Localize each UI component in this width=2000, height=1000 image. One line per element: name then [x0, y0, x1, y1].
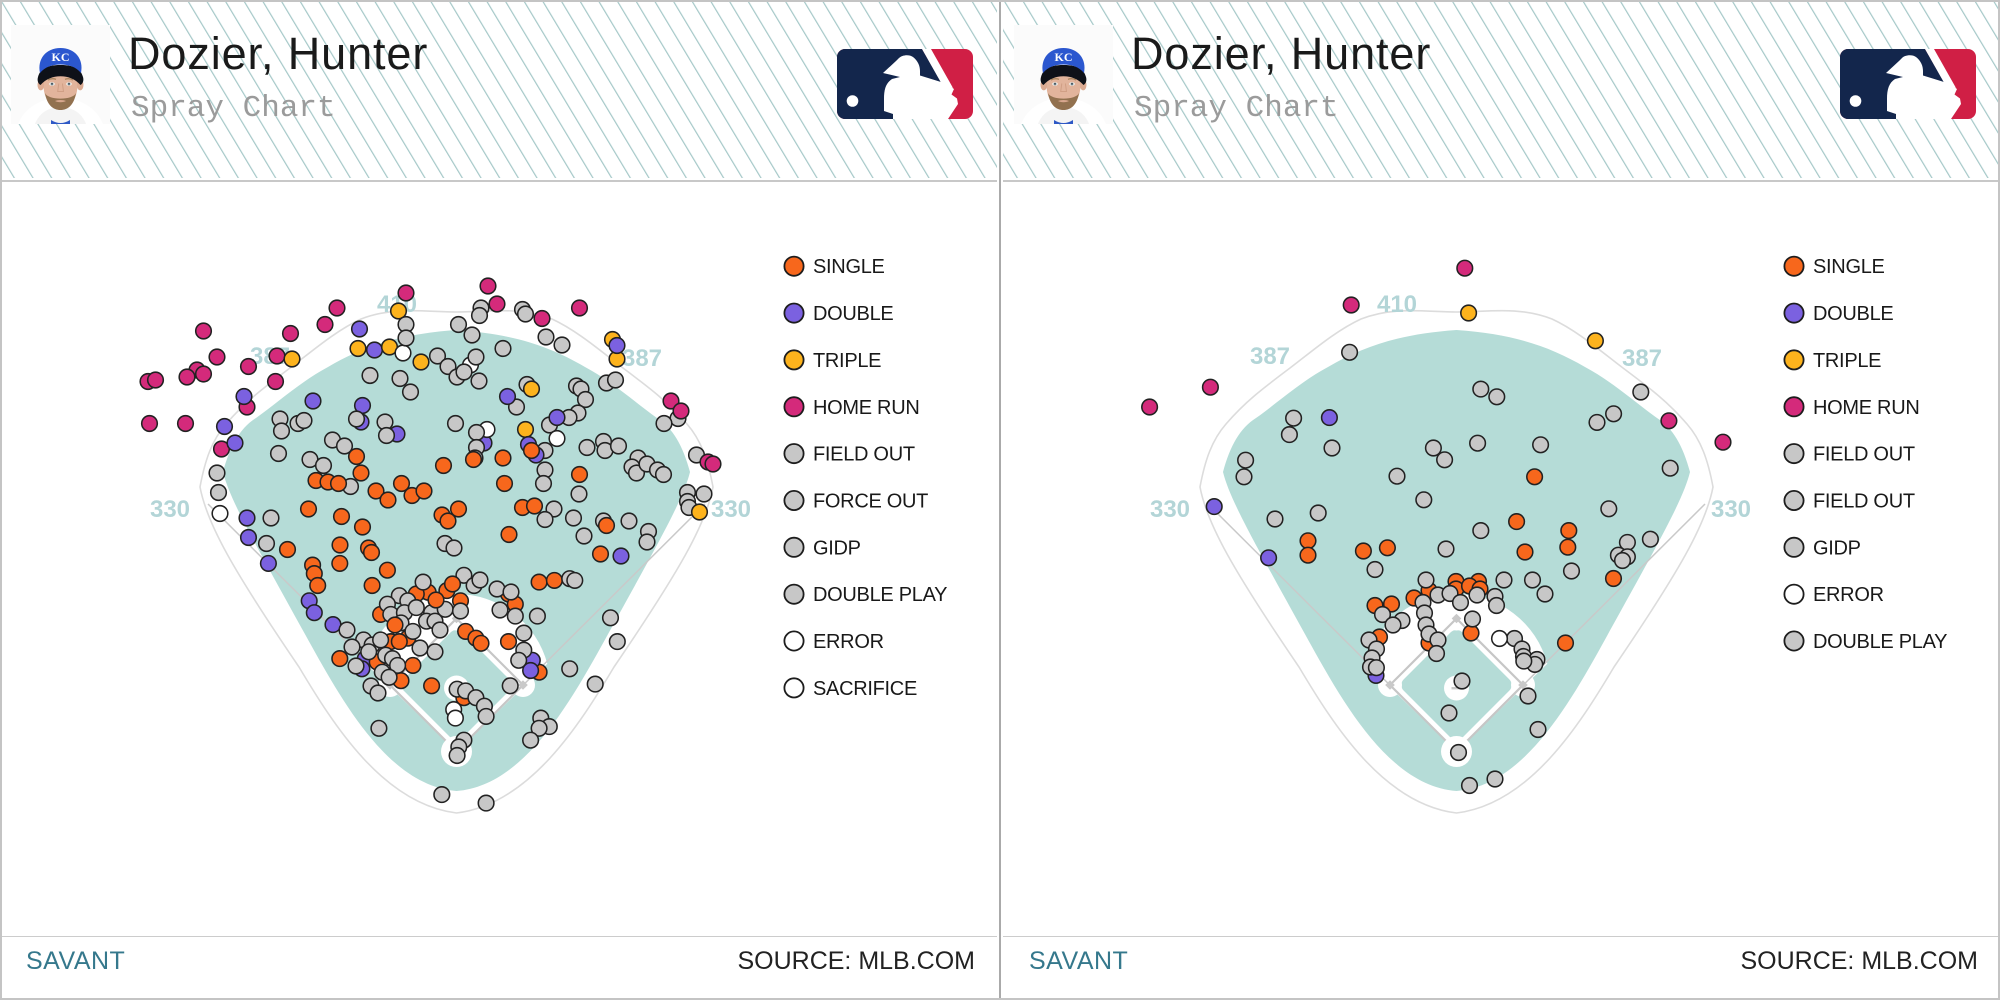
svg-text:DOUBLE PLAY: DOUBLE PLAY	[1813, 631, 1947, 653]
svg-text:DOUBLE PLAY: DOUBLE PLAY	[813, 584, 947, 606]
svg-text:DOUBLE: DOUBLE	[813, 303, 893, 325]
svg-text:SINGLE: SINGLE	[1813, 256, 1885, 278]
svg-text:330: 330	[150, 496, 190, 523]
svg-text:ERROR: ERROR	[1813, 584, 1884, 606]
svg-text:330: 330	[1711, 496, 1751, 523]
svg-text:GIDP: GIDP	[1813, 537, 1861, 559]
svg-text:HOME RUN: HOME RUN	[813, 397, 920, 419]
svg-text:FORCE OUT: FORCE OUT	[813, 491, 928, 513]
svg-text:TRIPLE: TRIPLE	[813, 350, 881, 372]
svg-text:330: 330	[1150, 496, 1190, 523]
svg-text:410: 410	[1377, 291, 1417, 318]
svg-text:FIELD OUT: FIELD OUT	[1813, 491, 1915, 513]
svg-text:FIELD OUT: FIELD OUT	[1813, 444, 1915, 466]
svg-text:GIDP: GIDP	[813, 537, 861, 559]
svg-text:387: 387	[1622, 345, 1662, 372]
svg-text:FIELD OUT: FIELD OUT	[813, 444, 915, 466]
svg-text:387: 387	[1250, 343, 1290, 370]
svg-text:HOME RUN: HOME RUN	[1813, 397, 1920, 419]
svg-text:KC: KC	[52, 50, 70, 64]
svg-text:387: 387	[622, 345, 662, 372]
svg-text:TRIPLE: TRIPLE	[1813, 350, 1881, 372]
svg-text:SACRIFICE: SACRIFICE	[813, 678, 917, 700]
svg-text:ERROR: ERROR	[813, 631, 884, 653]
svg-text:330: 330	[711, 496, 751, 523]
svg-text:DOUBLE: DOUBLE	[1813, 303, 1893, 325]
svg-text:SINGLE: SINGLE	[813, 256, 885, 278]
svg-text:KC: KC	[1055, 50, 1073, 64]
